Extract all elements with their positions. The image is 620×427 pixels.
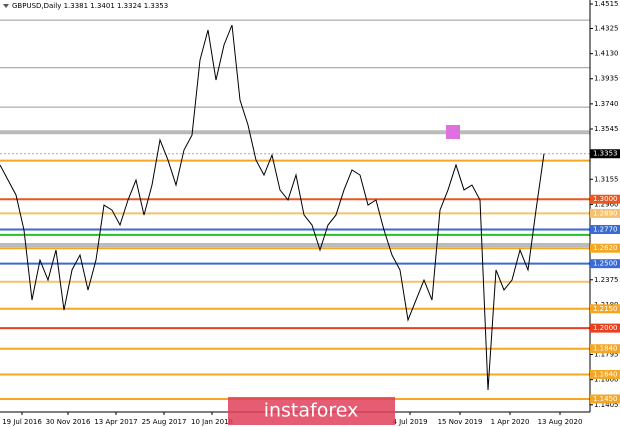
menu-arrow xyxy=(3,4,9,8)
y-tick-label: 1.3545 xyxy=(594,125,619,133)
y-tick-label: 1.3935 xyxy=(594,75,619,83)
x-tick-label: 25 Aug 2017 xyxy=(142,418,187,426)
y-tick-label: 1.1405 xyxy=(594,401,619,409)
level-label-box xyxy=(590,225,620,235)
level-label: 1.2000 xyxy=(593,324,618,332)
y-tick-label: 1.4515 xyxy=(594,0,619,8)
level-label: 1.2890 xyxy=(593,209,618,217)
price-line xyxy=(0,24,545,390)
x-tick-label: 4 Jul 2019 xyxy=(392,418,427,426)
level-label: 1.2500 xyxy=(593,260,618,268)
level-label: 1.3000 xyxy=(593,195,618,203)
level-label: 1.2620 xyxy=(593,244,618,252)
y-tick-label: 1.3740 xyxy=(594,100,619,108)
watermark: instaforex xyxy=(264,400,359,422)
level-label-box xyxy=(590,394,620,404)
y-tick-label: 1.2375 xyxy=(594,276,619,284)
y-tick-label: 1.4130 xyxy=(594,50,619,58)
x-tick-label: 1 Apr 2020 xyxy=(491,418,530,426)
x-tick-label: 30 Nov 2016 xyxy=(46,418,91,426)
last-price-box xyxy=(590,149,620,159)
y-tick-label: 1.4325 xyxy=(594,24,619,32)
level-label-box xyxy=(590,243,620,253)
y-tick-label: 1.2960 xyxy=(594,200,619,208)
x-tick-label: 15 Nov 2019 xyxy=(438,418,483,426)
x-tick-label: 13 Aug 2020 xyxy=(538,418,583,426)
level-label-box xyxy=(590,344,620,354)
level-label: 1.2770 xyxy=(593,226,618,234)
y-tick-label: 1.3155 xyxy=(594,175,619,183)
level-label-box xyxy=(590,208,620,218)
x-tick-label: 13 Apr 2017 xyxy=(94,418,137,426)
x-tick-label: 10 Jan 2018 xyxy=(191,418,233,426)
level-label-box xyxy=(590,259,620,269)
chart-title: GBPUSD,Daily 1.3381 1.3401 1.3324 1.3353 xyxy=(12,2,168,10)
level-label-box xyxy=(590,369,620,379)
level-label: 1.1840 xyxy=(593,345,618,353)
marker-box xyxy=(446,125,460,139)
plot xyxy=(0,24,545,390)
level-label: 1.1450 xyxy=(593,395,618,403)
x-tick-label: 19 Jul 2016 xyxy=(2,418,42,426)
last-price-label: 1.3353 xyxy=(593,150,618,158)
y-tick-label: 1.1600 xyxy=(594,376,619,384)
level-label: 1.1640 xyxy=(593,370,618,378)
levels xyxy=(0,19,590,400)
level-label-box xyxy=(590,323,620,333)
level-label: 1.2150 xyxy=(593,305,618,313)
level-label-box xyxy=(590,304,620,314)
y-tick-label: 1.1795 xyxy=(594,351,619,359)
level-label-box xyxy=(590,194,620,204)
watermark-box xyxy=(228,397,395,425)
